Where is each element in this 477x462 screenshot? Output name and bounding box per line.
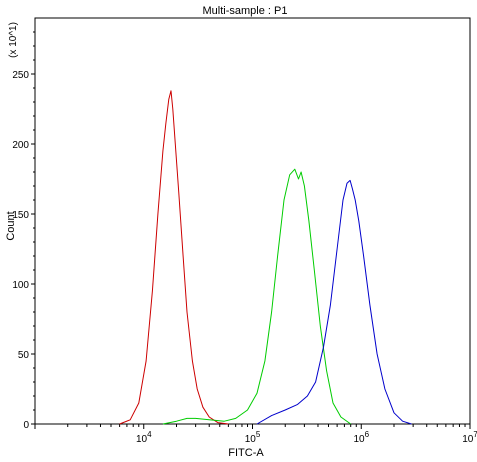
series-line-3: [256, 179, 412, 425]
y-tick-label: 50: [18, 350, 30, 361]
series-line-2: [162, 168, 351, 425]
y-multiplier-label: (x 10^1): [8, 22, 19, 58]
y-tick-label: 250: [12, 70, 29, 81]
series-layer: [119, 90, 412, 425]
x-tick-label: 106: [353, 430, 369, 445]
x-tick-label: 105: [245, 430, 261, 445]
x-axis-label: FITC-A: [228, 447, 264, 459]
y-axis: 0 50 100 150 200 250: [12, 31, 35, 431]
series-line-1: [119, 90, 229, 425]
x-tick-label: 107: [462, 430, 477, 445]
y-tick-label: 200: [12, 140, 29, 151]
y-tick-label: 100: [12, 280, 29, 291]
chart-title: Multi-sample : P1: [203, 5, 288, 17]
plot-frame: [34, 17, 471, 425]
y-axis-label: Count: [5, 211, 17, 240]
x-axis: 104 105 106 107: [34, 424, 477, 445]
y-tick-label: 150: [12, 210, 29, 221]
y-tick-label: 0: [23, 420, 29, 431]
x-tick-label: 104: [136, 430, 152, 445]
